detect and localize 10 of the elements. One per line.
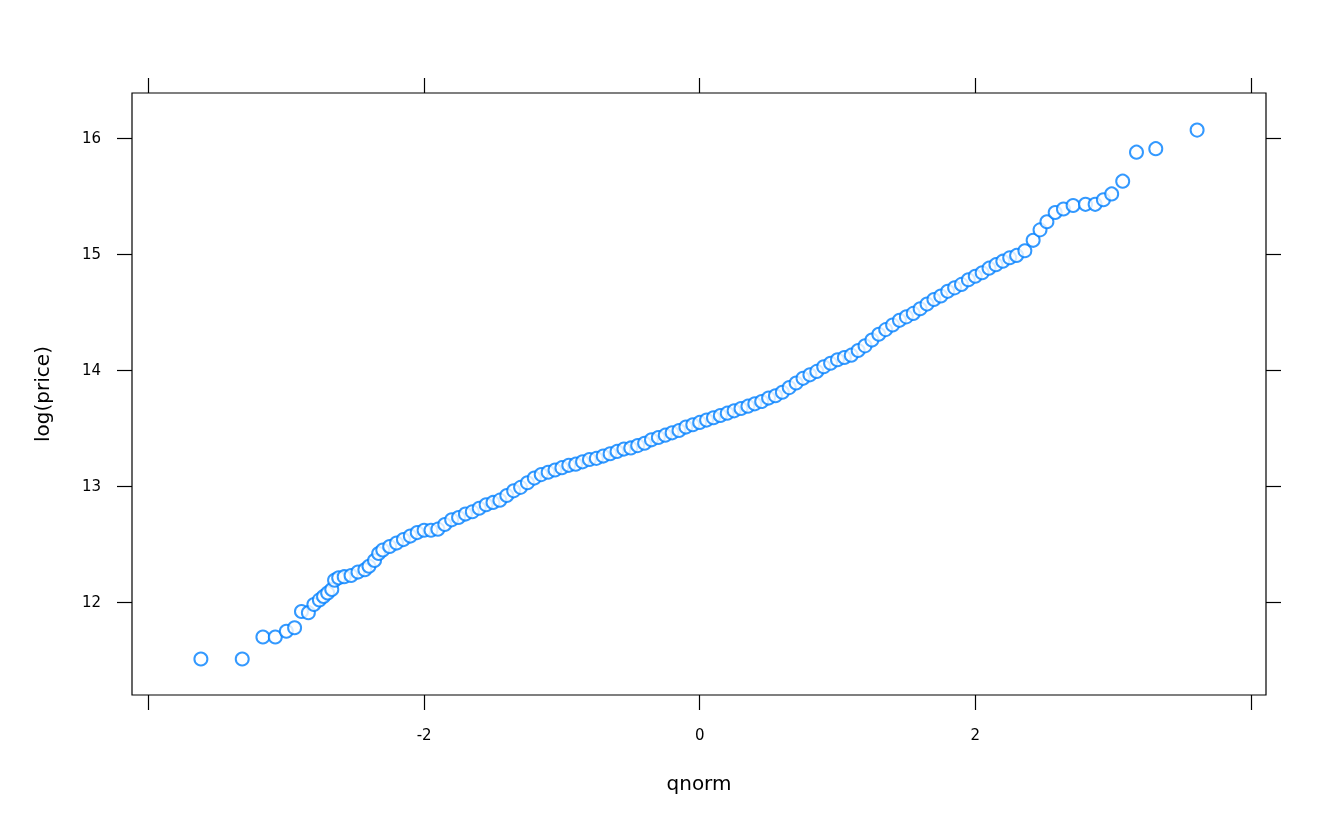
y-tick-label: 13 [81,477,101,496]
x-tick-label: 2 [970,725,981,744]
y-tick-label: 12 [81,593,101,612]
y-tick-label: 16 [81,129,101,148]
x-tick-label: 0 [694,725,705,744]
x-axis-title: qnorm [666,771,732,795]
y-tick-label: 14 [81,361,101,380]
y-tick-label: 15 [81,245,101,264]
x-tick-label: -2 [416,725,432,744]
y-axis-title: log(price) [30,346,54,442]
